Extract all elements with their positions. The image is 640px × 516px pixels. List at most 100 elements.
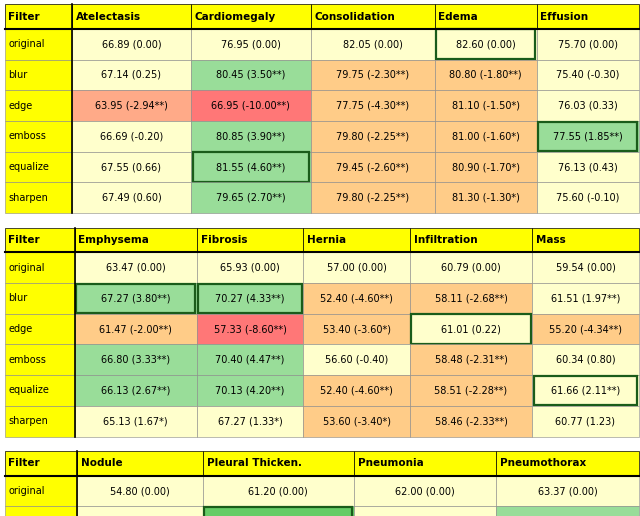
Bar	[191, 29, 310, 60]
Bar	[410, 314, 532, 345]
Bar	[5, 476, 77, 507]
Text: 82.60 (0.00): 82.60 (0.00)	[456, 39, 515, 49]
Bar	[74, 375, 197, 406]
Bar	[72, 90, 191, 121]
Bar	[354, 451, 496, 476]
Bar	[532, 283, 639, 314]
Bar	[72, 29, 191, 60]
Text: 61.47 (-2.00**): 61.47 (-2.00**)	[99, 324, 172, 334]
Text: 81.30 (-1.30*): 81.30 (-1.30*)	[452, 193, 520, 203]
Text: blur: blur	[8, 70, 28, 80]
Bar	[310, 90, 435, 121]
Bar	[496, 451, 639, 476]
Bar	[303, 345, 410, 375]
Text: 63.47 (0.00): 63.47 (0.00)	[106, 263, 166, 272]
Bar	[435, 121, 537, 152]
Text: equalize: equalize	[8, 162, 49, 172]
Text: 76.13 (0.43): 76.13 (0.43)	[558, 162, 618, 172]
Text: blur: blur	[8, 294, 28, 303]
Bar	[5, 375, 74, 406]
Bar	[532, 252, 639, 283]
Bar	[5, 152, 72, 183]
Text: 81.55 (4.60**): 81.55 (4.60**)	[216, 162, 285, 172]
Text: Emphysema: Emphysema	[78, 235, 149, 245]
Text: 70.13 (4.20**): 70.13 (4.20**)	[216, 385, 285, 395]
Bar	[537, 29, 639, 60]
Bar	[537, 4, 639, 29]
Bar	[191, 60, 310, 90]
Bar	[203, 451, 354, 476]
Text: 70.27 (4.33**): 70.27 (4.33**)	[216, 294, 285, 303]
Bar	[197, 375, 303, 406]
Text: 66.89 (0.00): 66.89 (0.00)	[102, 39, 161, 49]
Text: Consolidation: Consolidation	[314, 11, 395, 22]
Bar	[191, 90, 310, 121]
Text: 81.00 (-1.60*): 81.00 (-1.60*)	[452, 132, 520, 141]
Bar	[303, 283, 410, 314]
Bar	[534, 376, 637, 405]
Bar	[72, 121, 191, 152]
Bar	[5, 507, 77, 516]
Bar	[410, 375, 532, 406]
Text: edge: edge	[8, 101, 33, 110]
Bar	[77, 451, 203, 476]
Bar	[5, 283, 74, 314]
Bar	[74, 283, 197, 314]
Text: 67.49 (0.60): 67.49 (0.60)	[102, 193, 161, 203]
Text: 67.14 (0.25): 67.14 (0.25)	[101, 70, 161, 80]
Bar	[191, 183, 310, 213]
Bar	[310, 121, 435, 152]
Text: 53.60 (-3.40*): 53.60 (-3.40*)	[323, 416, 390, 426]
Text: 58.11 (-2.68**): 58.11 (-2.68**)	[435, 294, 508, 303]
Bar	[435, 60, 537, 90]
Bar	[197, 314, 303, 345]
Text: original: original	[8, 486, 45, 496]
Text: 79.65 (2.70**): 79.65 (2.70**)	[216, 193, 285, 203]
Bar	[532, 406, 639, 437]
Bar	[72, 152, 191, 183]
Text: 61.66 (2.11**): 61.66 (2.11**)	[551, 385, 620, 395]
Bar	[532, 345, 639, 375]
Bar	[76, 284, 195, 313]
Text: 55.20 (-4.34**): 55.20 (-4.34**)	[549, 324, 622, 334]
Bar	[537, 60, 639, 90]
Bar	[197, 406, 303, 437]
Bar	[410, 345, 532, 375]
Bar	[532, 375, 639, 406]
Text: 75.70 (0.00): 75.70 (0.00)	[557, 39, 618, 49]
Bar	[537, 183, 639, 213]
Bar	[5, 314, 74, 345]
Text: 56.60 (-0.40): 56.60 (-0.40)	[325, 355, 388, 365]
Text: 52.40 (-4.60**): 52.40 (-4.60**)	[320, 385, 393, 395]
Text: 77.75 (-4.30**): 77.75 (-4.30**)	[336, 101, 409, 110]
Text: 61.01 (0.22): 61.01 (0.22)	[441, 324, 501, 334]
Text: 65.13 (1.67*): 65.13 (1.67*)	[104, 416, 168, 426]
Text: 63.37 (0.00): 63.37 (0.00)	[538, 486, 597, 496]
Bar	[5, 451, 77, 476]
Bar	[5, 60, 72, 90]
Bar	[435, 29, 537, 60]
Bar	[193, 152, 309, 182]
Bar	[310, 183, 435, 213]
Text: Mass: Mass	[536, 235, 566, 245]
Bar	[5, 29, 72, 60]
Bar	[203, 476, 354, 507]
Text: 53.40 (-3.60*): 53.40 (-3.60*)	[323, 324, 390, 334]
Text: 61.51 (1.97**): 61.51 (1.97**)	[551, 294, 620, 303]
Bar	[197, 345, 303, 375]
Text: Fibrosis: Fibrosis	[201, 235, 247, 245]
Text: 66.13 (2.67**): 66.13 (2.67**)	[101, 385, 170, 395]
Text: sharpen: sharpen	[8, 193, 48, 203]
Text: 79.75 (-2.30**): 79.75 (-2.30**)	[336, 70, 409, 80]
Text: 57.00 (0.00): 57.00 (0.00)	[326, 263, 387, 272]
Bar	[532, 228, 639, 252]
Text: edge: edge	[8, 324, 33, 334]
Text: Effusion: Effusion	[541, 11, 589, 22]
Bar	[5, 406, 74, 437]
Bar	[72, 183, 191, 213]
Text: 70.40 (4.47**): 70.40 (4.47**)	[216, 355, 285, 365]
Text: Filter: Filter	[8, 235, 40, 245]
Bar	[435, 4, 537, 29]
Bar	[5, 4, 72, 29]
Bar	[74, 252, 197, 283]
